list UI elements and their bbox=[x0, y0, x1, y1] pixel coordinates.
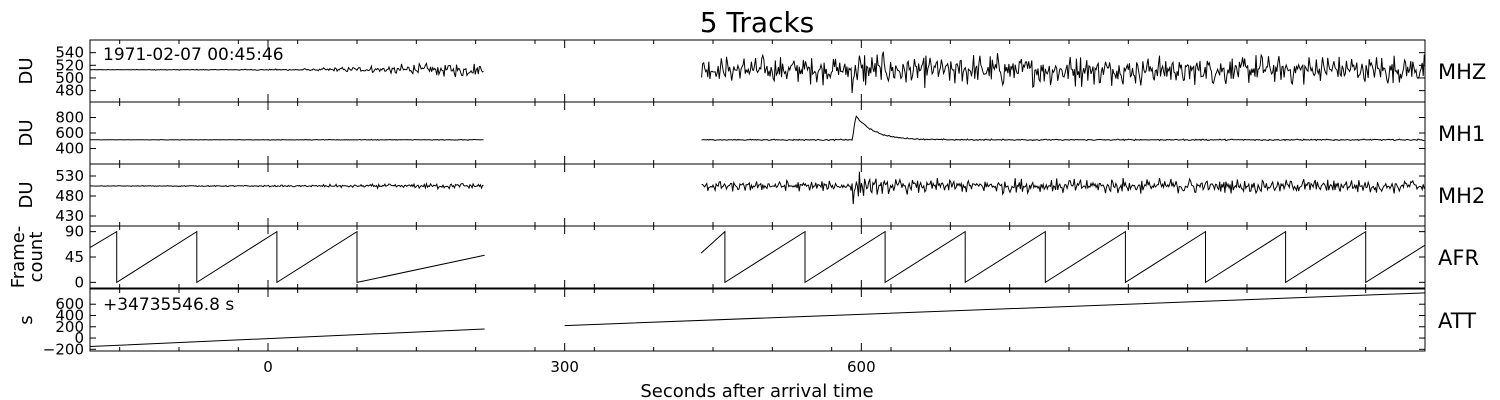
y-axis-label: count bbox=[26, 232, 47, 283]
track-name-mh2: MH2 bbox=[1438, 184, 1485, 208]
y-tick-label: 0 bbox=[74, 273, 84, 291]
panel-frame bbox=[89, 225, 1426, 289]
offset-annotation: +34735546.8 s bbox=[103, 295, 234, 315]
y-tick-label: −200 bbox=[43, 340, 84, 358]
track-name-afr: AFR bbox=[1438, 246, 1479, 270]
x-tick-label: 300 bbox=[550, 358, 579, 376]
chart-title: 5 Tracks bbox=[700, 6, 815, 39]
x-axis-label: Seconds after arrival time bbox=[640, 381, 873, 400]
trace-mh2 bbox=[90, 171, 1425, 205]
y-tick-label: 200 bbox=[55, 318, 84, 336]
y-tick-label: 540 bbox=[55, 44, 84, 62]
trace-mhz bbox=[90, 51, 1425, 94]
y-tick-label: 530 bbox=[55, 167, 84, 185]
y-tick-label: 600 bbox=[55, 124, 84, 142]
trace-afr bbox=[90, 230, 1425, 284]
y-tick-label: 400 bbox=[55, 140, 84, 158]
panel-afr: 0 45 90 Frame-count AFR bbox=[8, 223, 1479, 292]
y-axis-label: DU bbox=[16, 119, 37, 146]
y-tick-label: 90 bbox=[65, 223, 84, 241]
trace-mh1 bbox=[90, 115, 1425, 142]
track-name-mh1: MH1 bbox=[1438, 122, 1485, 146]
y-axis-label: s bbox=[16, 315, 37, 324]
y-axis-label: DU bbox=[16, 181, 37, 208]
x-tick-label: 600 bbox=[847, 358, 876, 376]
panel-frame bbox=[89, 101, 1426, 165]
y-tick-label: 400 bbox=[55, 306, 84, 324]
y-tick-label: 45 bbox=[65, 248, 84, 266]
y-tick-label: 480 bbox=[55, 187, 84, 205]
panel-frame bbox=[89, 163, 1426, 227]
y-axis-label: DU bbox=[16, 57, 37, 84]
y-tick-label: 520 bbox=[55, 56, 84, 74]
x-tick-label: 0 bbox=[263, 358, 273, 376]
y-tick-label: 800 bbox=[55, 109, 84, 127]
panel-frame bbox=[89, 288, 1426, 352]
y-tick-label: 0 bbox=[74, 329, 84, 347]
y-tick-label: 500 bbox=[55, 69, 84, 87]
y-axis-label: Frame- bbox=[8, 226, 29, 289]
y-tick-label: 600 bbox=[55, 295, 84, 313]
y-tick-label: 430 bbox=[55, 207, 84, 225]
track-name-mhz: MHZ bbox=[1438, 60, 1486, 84]
track-name-att: ATT bbox=[1438, 309, 1476, 333]
panel-mh2: 430 480 530 DU MH2 bbox=[16, 163, 1485, 227]
timestamp-annotation: 1971-02-07 00:45:46 bbox=[103, 45, 284, 65]
y-tick-label: 480 bbox=[55, 82, 84, 100]
trace-att bbox=[90, 292, 1425, 347]
